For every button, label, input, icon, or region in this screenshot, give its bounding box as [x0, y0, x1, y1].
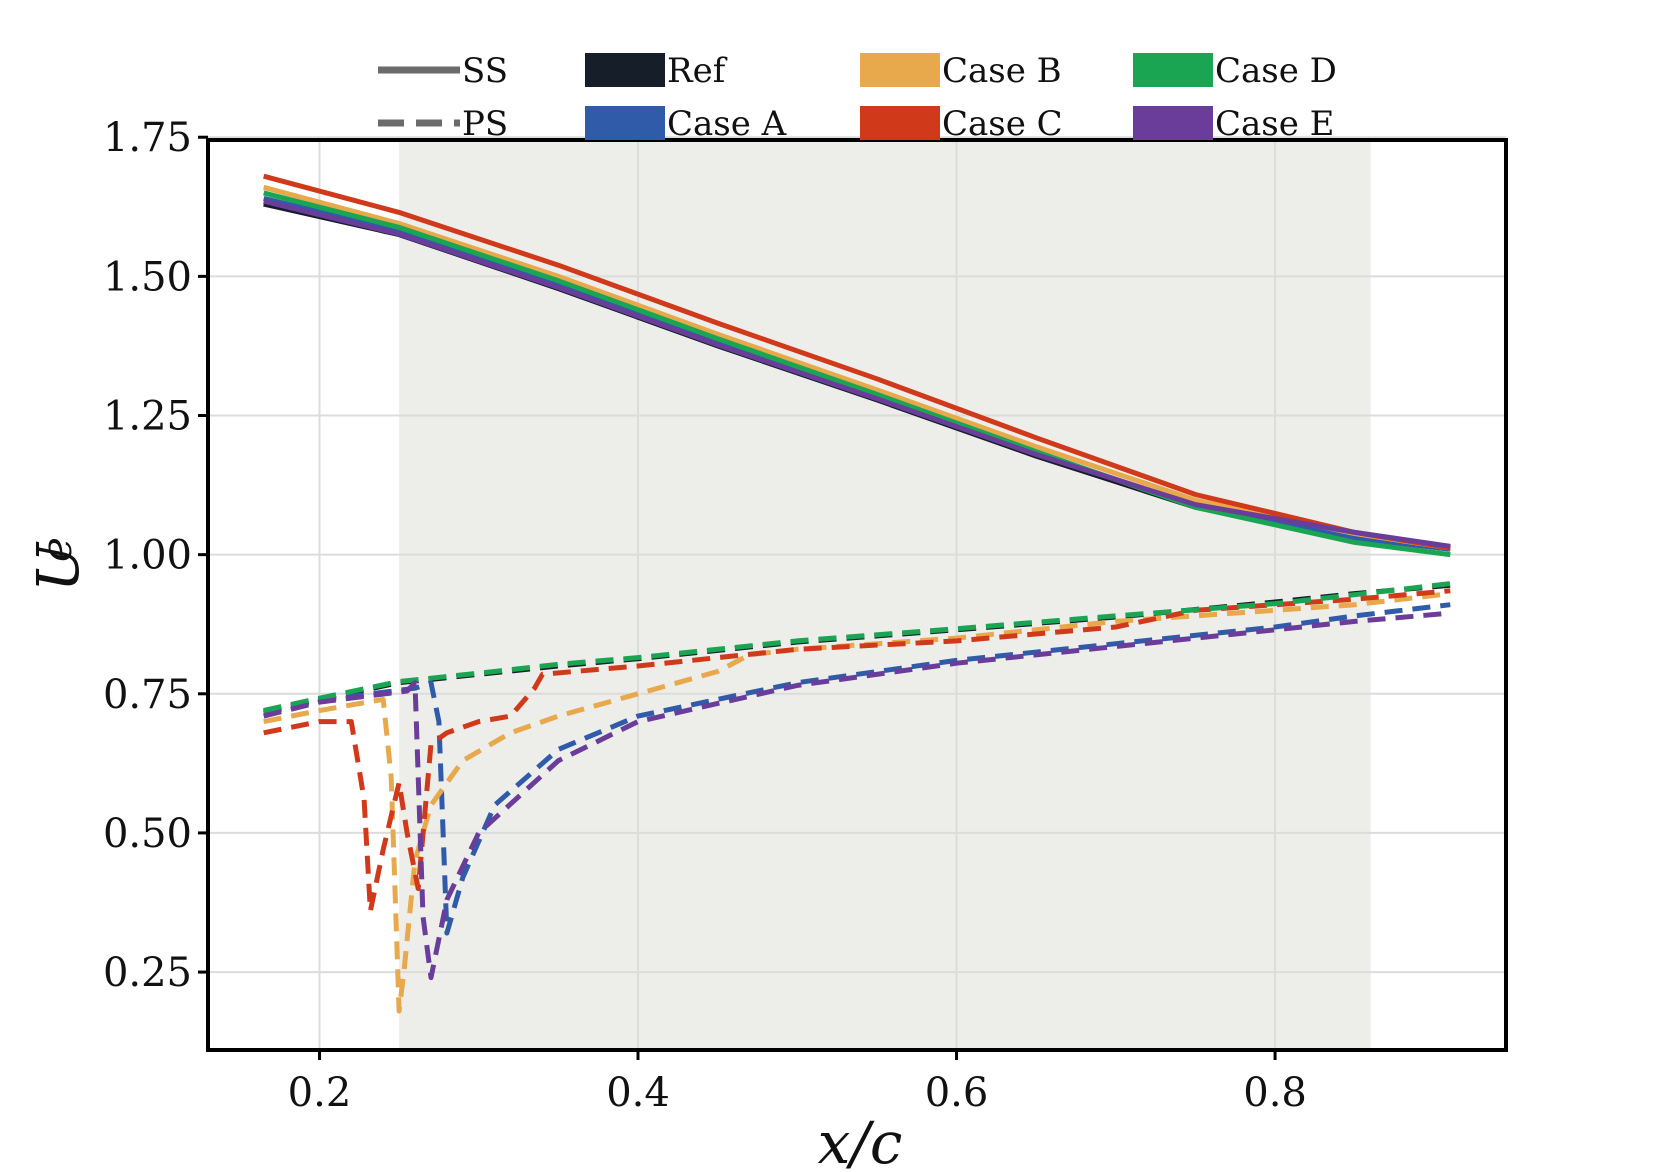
legend-swatch-case-b [860, 53, 940, 87]
legend-label-case-b: Case B [942, 51, 1062, 91]
legend-swatch-ref [585, 53, 665, 87]
series-line-case-c-ps [263, 588, 1451, 914]
legend-swatch-case-c [860, 106, 940, 140]
legend-swatch-case-d [1133, 53, 1213, 87]
legend-label-case-e: Case E [1215, 104, 1334, 144]
legend-label-case-d: Case D [1215, 51, 1337, 91]
legend-swatch-case-e [1133, 106, 1213, 140]
y-axis-title: U e [24, 537, 92, 592]
y-axis-title-sub: e [32, 537, 81, 562]
legend-label-ref: Ref [667, 51, 728, 91]
y-tick-label: 1.75 [103, 115, 192, 161]
series-line-case-d-ss [263, 190, 1451, 558]
legend-label-case-a: Case A [667, 104, 787, 144]
x-tick-label: 0.8 [1243, 1070, 1307, 1116]
legend-label-ss: SS [462, 51, 508, 91]
y-axis-title-main: U [24, 541, 92, 592]
x-tick-label: 0.2 [288, 1070, 352, 1116]
y-tick-label: 1.00 [103, 533, 192, 579]
y-tick-label: 1.25 [103, 394, 192, 440]
plot-frame [206, 138, 1508, 1052]
series-line-case-a-ps [263, 602, 1451, 936]
y-tick-label: 0.25 [103, 950, 192, 996]
x-axis-title: x/c [818, 1109, 903, 1172]
legend-label-ps: PS [462, 104, 508, 144]
grid-layer [208, 136, 1506, 1050]
series-layer [263, 173, 1451, 1014]
series-line-case-e-ss [263, 198, 1451, 549]
legend: SS PS Ref Case A Case B Case C Case D Case E [378, 51, 1337, 144]
series-line-case-d-ps [263, 581, 1451, 713]
axes-layer: 0.2 0.4 0.6 0.8 0.25 0.50 0.75 1.00 1.25 1.50 1.75 [103, 115, 1508, 1116]
y-tick-label: 0.75 [103, 672, 192, 718]
y-tick-label: 0.50 [103, 811, 192, 857]
series-line-case-e-ps [263, 610, 1451, 981]
legend-swatch-case-a [585, 106, 665, 140]
legend-label-case-c: Case C [942, 104, 1063, 144]
x-tick-label: 0.6 [925, 1070, 989, 1116]
y-tick-label: 1.50 [103, 254, 192, 300]
x-tick-label: 0.4 [606, 1070, 670, 1116]
series-line-case-c-ss [263, 173, 1451, 551]
